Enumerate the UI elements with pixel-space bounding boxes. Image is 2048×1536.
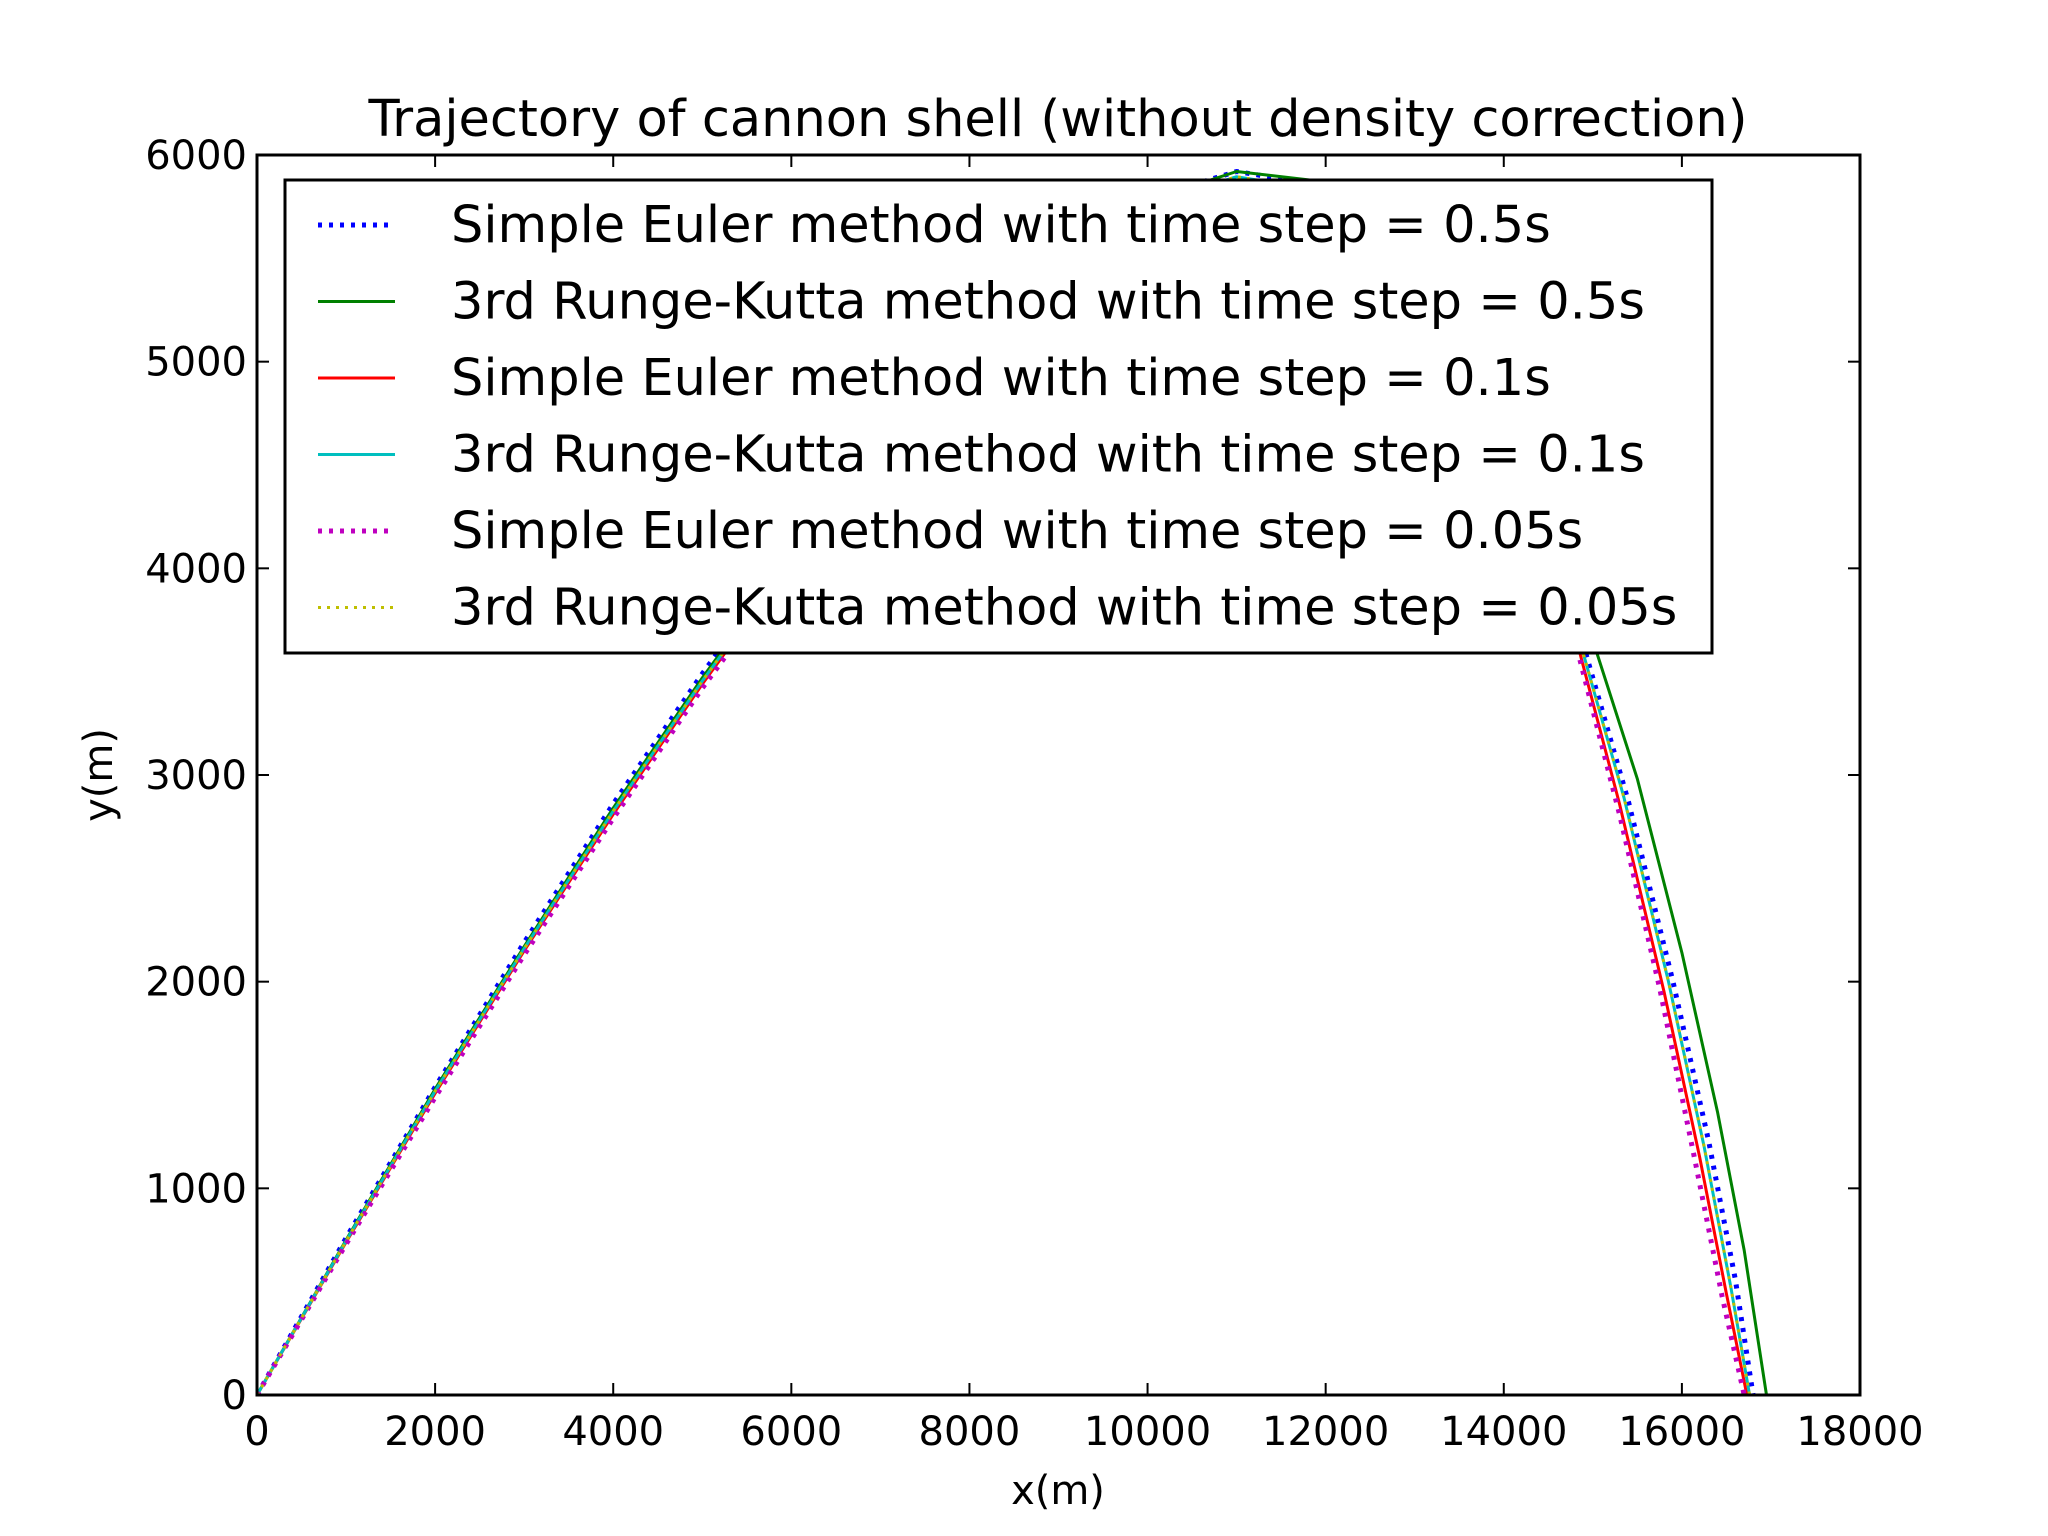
legend-label-3: Simple Euler method with time step = 0.1… [451,349,1551,408]
series-line-1 [257,169,1756,1395]
legend-box [283,178,1714,655]
legend: Simple Euler method with time step = 0.5… [283,178,1714,655]
y-tick-label: 4000 [145,546,247,592]
legend-label-1: Simple Euler method with time step = 0.5… [451,196,1551,255]
y-tick-label: 6000 [145,133,247,179]
x-tick-label: 14000 [1440,1409,1567,1455]
legend-label-2: 3rd Runge-Kutta method with time step = … [451,273,1645,332]
x-tick-label: 10000 [1084,1409,1211,1455]
x-tick-label: 16000 [1618,1409,1745,1455]
x-tick-label: 0 [244,1409,269,1455]
y-tick-label: 2000 [145,960,247,1006]
x-tick-label: 8000 [919,1409,1021,1455]
legend-label-6: 3rd Runge-Kutta method with time step = … [451,579,1677,638]
x-tick-label: 2000 [384,1409,486,1455]
x-tick-label: 4000 [562,1409,664,1455]
legend-label-4: 3rd Runge-Kutta method with time step = … [451,426,1645,485]
y-axis: 0 1000 2000 3000 4000 5000 6000 [145,133,1860,1419]
x-tick-label: 18000 [1796,1409,1923,1455]
legend-label-5: Simple Euler method with time step = 0.0… [451,502,1583,561]
x-tick-label: 12000 [1262,1409,1389,1455]
y-tick-label: 0 [222,1373,247,1419]
y-tick-label: 1000 [145,1166,247,1212]
y-axis-label: y(m) [76,728,122,822]
x-axis-label: x(m) [1011,1468,1105,1514]
y-tick-label: 5000 [145,340,247,386]
y-tick-label: 3000 [145,753,247,799]
x-axis: 0 2000 4000 6000 8000 10000 12000 14000 16000 180… [244,155,1924,1455]
x-tick-label: 6000 [740,1409,842,1455]
chart-title: Trajectory of cannon shell (without dens… [367,90,1747,149]
series-line-5 [257,183,1747,1395]
